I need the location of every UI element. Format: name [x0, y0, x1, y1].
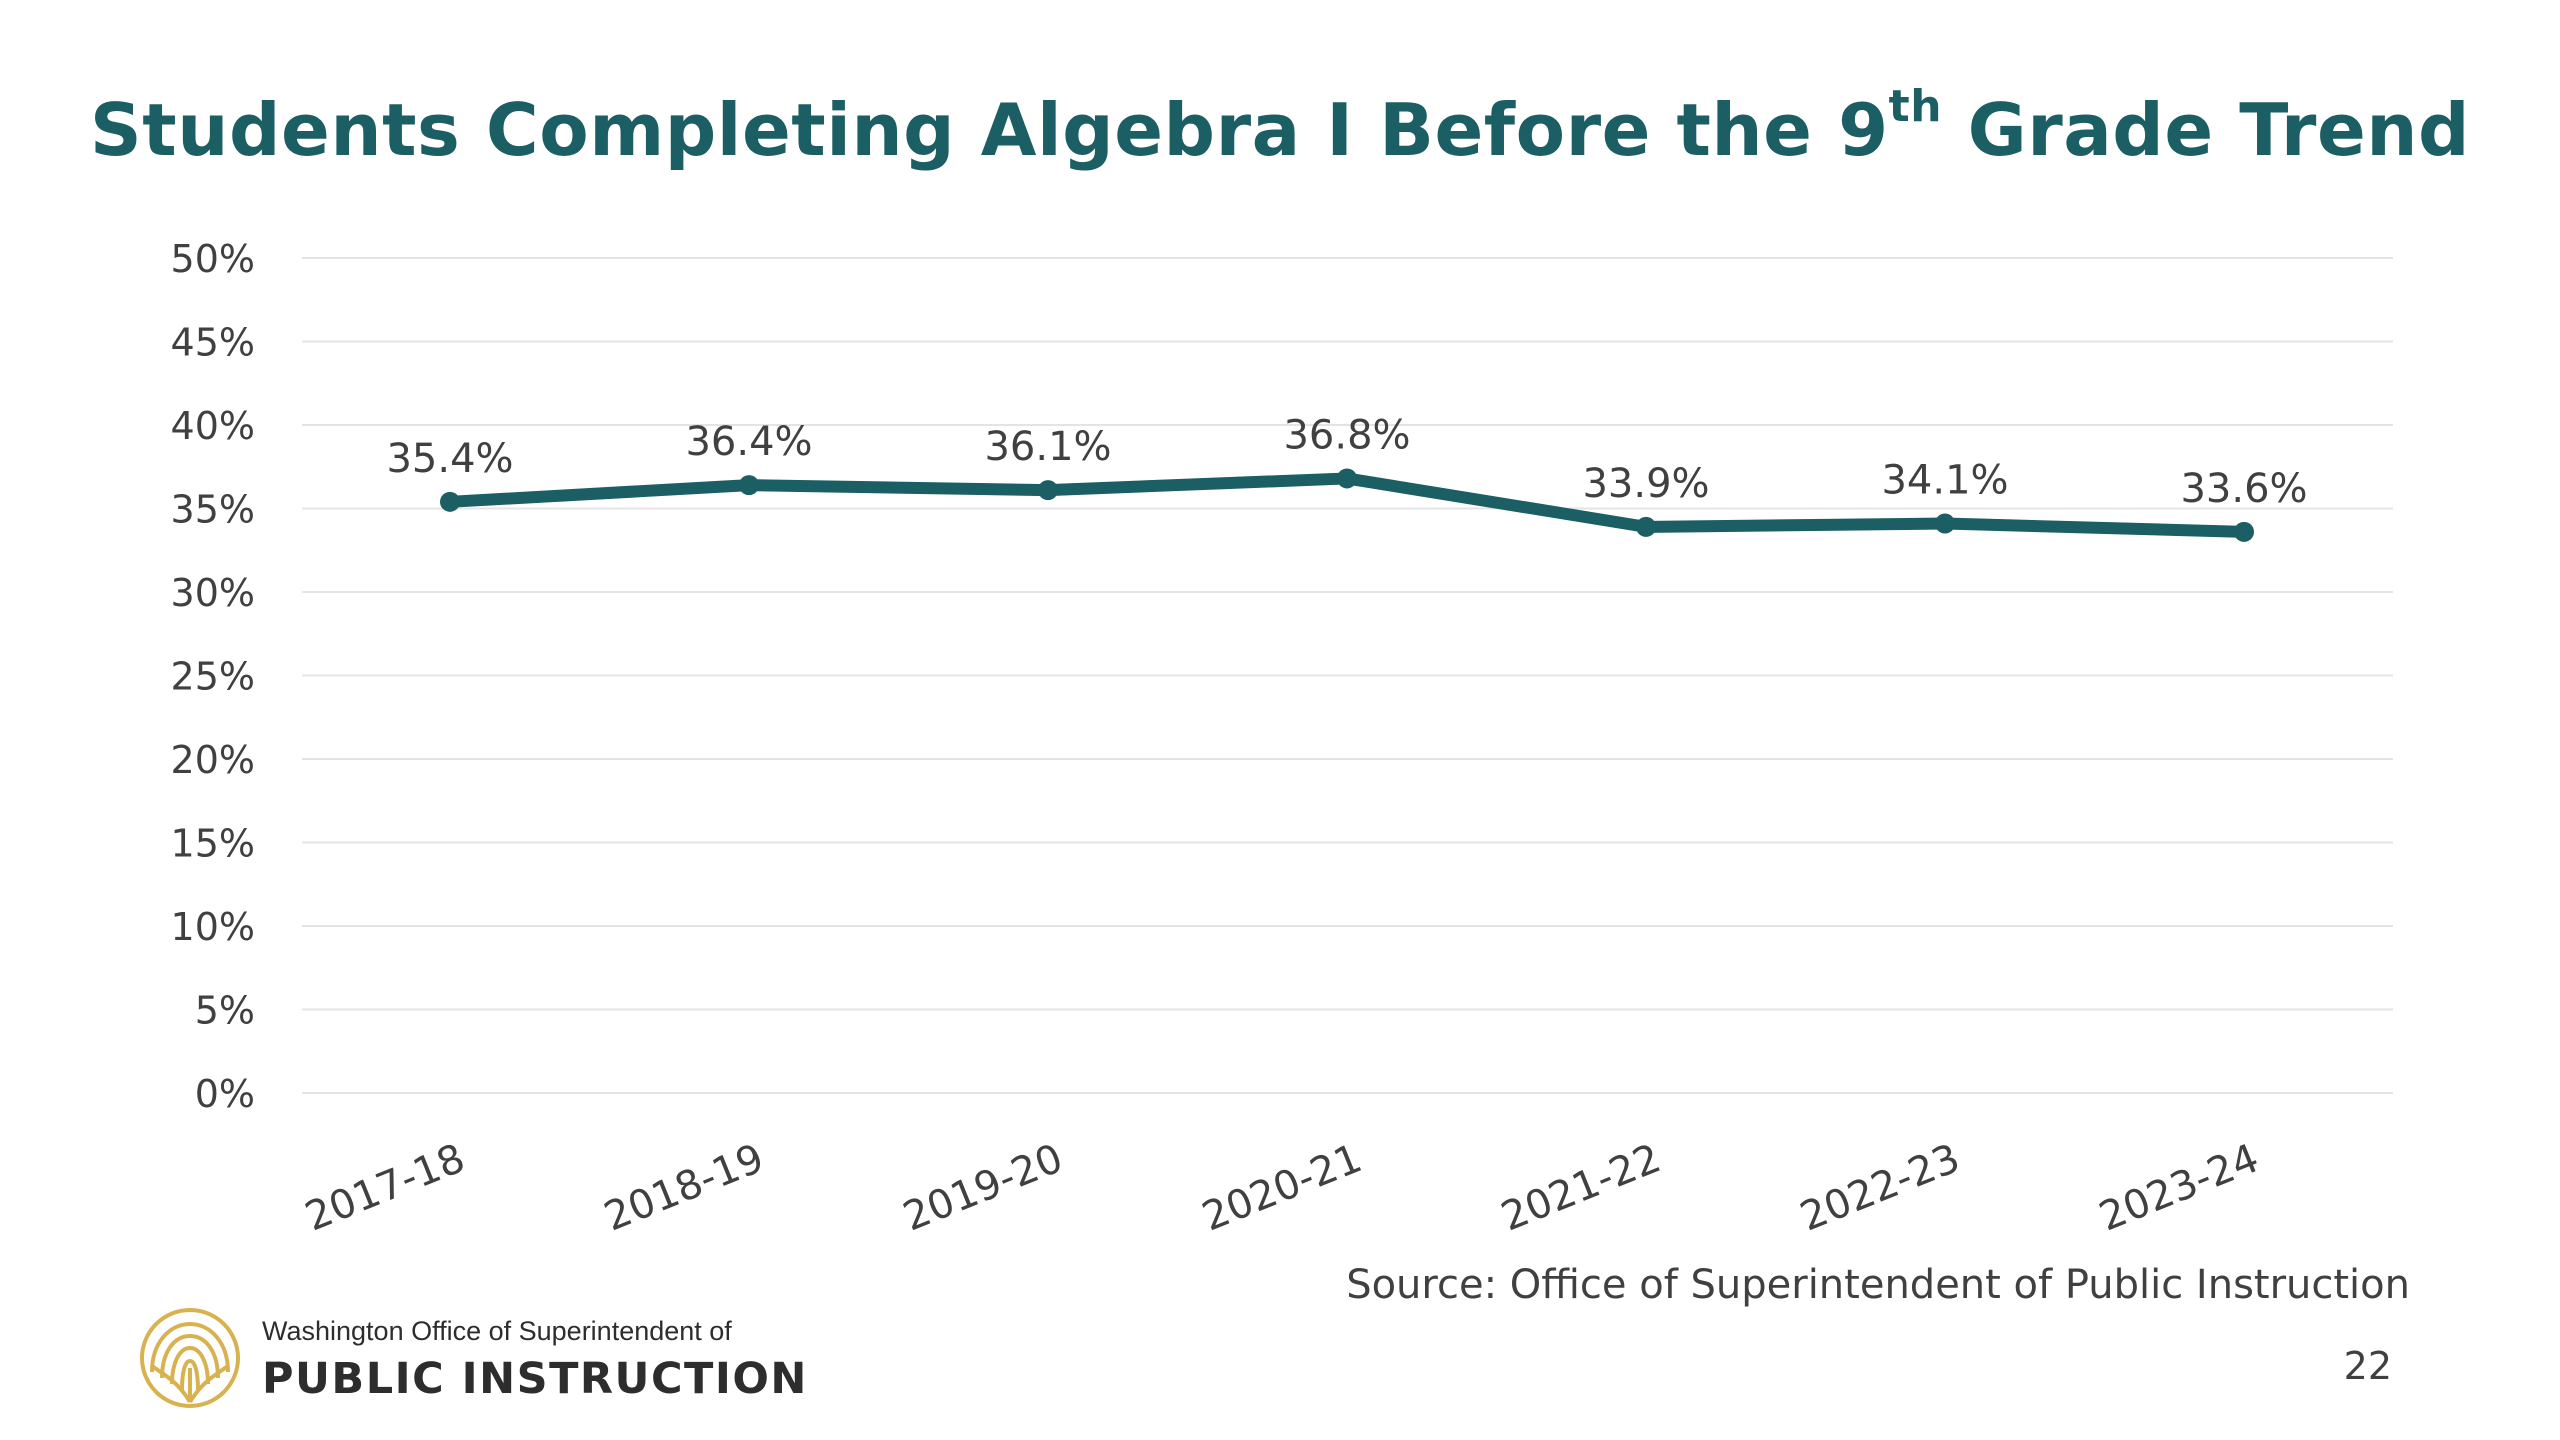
data-labels: 35.4% 36.4% 36.1% 36.8% 33.9% 34.1% 33.6%: [386, 412, 2307, 511]
data-label: 33.6%: [2180, 466, 2307, 512]
y-tick-label: 20%: [171, 738, 255, 782]
page-number: 22: [2343, 1344, 2392, 1388]
chart-title-main: Students Completing Algebra I Before the…: [89, 88, 1889, 172]
y-tick-label: 10%: [171, 905, 255, 949]
data-label: 36.4%: [685, 419, 812, 465]
y-tick-label: 45%: [171, 321, 255, 365]
y-tick-label: 35%: [171, 488, 255, 532]
data-point: [1935, 513, 1955, 534]
y-axis-tick-labels: 0% 5% 10% 15% 20% 25% 30% 35% 40% 45% 50%: [171, 237, 255, 1116]
data-point: [1337, 468, 1357, 489]
logo-text-name: PUBLIC INSTRUCTION: [262, 1354, 808, 1404]
y-tick-label: 0%: [195, 1072, 255, 1116]
x-tick-label: 2018-19: [598, 1135, 770, 1240]
data-point: [1038, 480, 1058, 501]
x-tick-label: 2020-21: [1196, 1135, 1368, 1240]
y-tick-label: 30%: [171, 571, 255, 615]
chart-title: Students Completing Algebra I Before the…: [0, 85, 2560, 173]
logo-text-agency: Washington Office of Superintendent of: [262, 1316, 732, 1346]
chart-title-end: Grade Trend: [1942, 88, 2471, 172]
chart-title-superscript: th: [1888, 81, 1943, 132]
source-note: Source: Office of Superintendent of Publ…: [1346, 1262, 2410, 1308]
x-tick-label: 2023-24: [2093, 1135, 2265, 1240]
y-tick-label: 40%: [171, 404, 255, 448]
data-label: 36.1%: [984, 424, 1111, 470]
gridlines: [302, 257, 2393, 1094]
data-point: [440, 491, 460, 512]
y-tick-label: 25%: [171, 655, 255, 699]
data-label: 36.8%: [1283, 412, 1410, 458]
data-label: 34.1%: [1881, 458, 2008, 504]
x-tick-label: 2019-20: [897, 1135, 1069, 1240]
data-point: [1636, 516, 1656, 537]
data-label: 35.4%: [386, 436, 513, 482]
data-point: [739, 475, 759, 496]
y-tick-label: 15%: [171, 822, 255, 866]
data-label: 33.9%: [1582, 461, 1709, 507]
x-tick-label: 2022-23: [1794, 1135, 1966, 1240]
y-tick-label: 50%: [171, 237, 255, 281]
x-axis-tick-labels: 2017-18 2018-19 2019-20 2020-21 2021-22 2022-…: [299, 1135, 2265, 1240]
x-tick-label: 2021-22: [1495, 1135, 1667, 1240]
ospi-seal-icon: [140, 1308, 240, 1408]
x-tick-label: 2017-18: [299, 1135, 471, 1240]
data-point: [2234, 521, 2254, 542]
y-tick-label: 5%: [195, 989, 255, 1033]
series-layer: [440, 468, 2254, 542]
